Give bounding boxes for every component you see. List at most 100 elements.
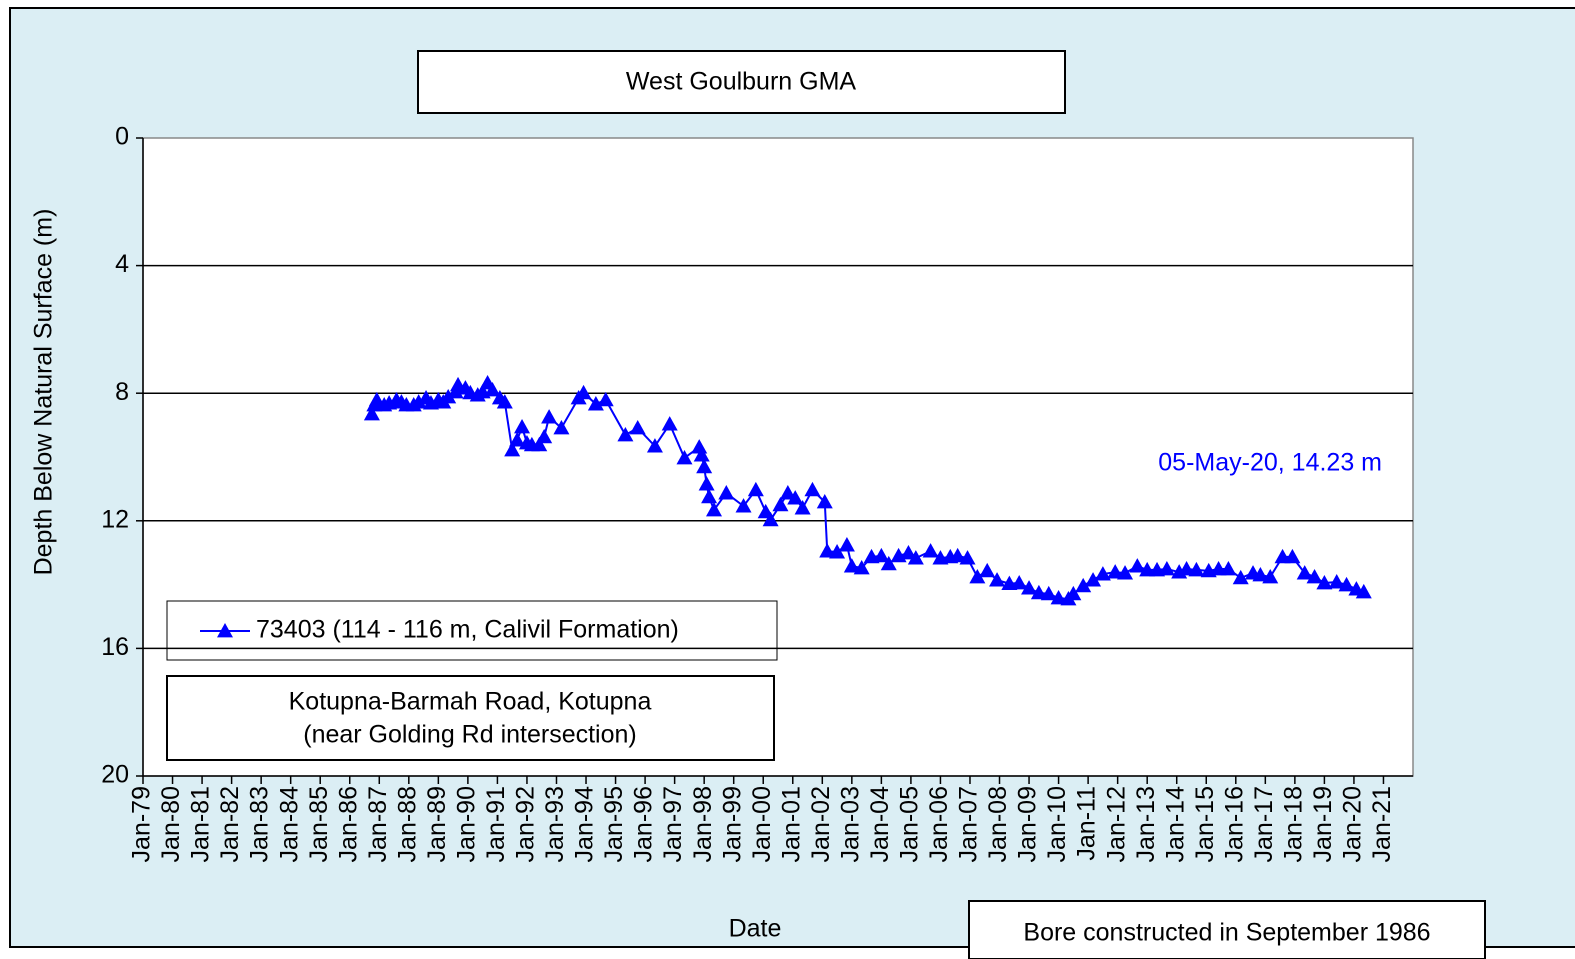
data-point (1011, 575, 1028, 590)
data-point (1107, 564, 1124, 579)
data-point (368, 391, 385, 407)
x-tick-label: Jan-19 (1309, 786, 1337, 862)
note-box (968, 900, 1486, 959)
data-point (1306, 568, 1323, 584)
data-point (816, 493, 833, 509)
y-tick-label: 0 (115, 123, 129, 151)
data-point (843, 558, 860, 573)
note: Bore constructed in September 1986 (1023, 919, 1430, 947)
data-point (509, 432, 526, 447)
x-tick-label: Jan-06 (925, 786, 953, 862)
x-tick-label: Jan-20 (1339, 786, 1367, 862)
y-tick-label: 20 (101, 761, 129, 789)
data-point (1178, 560, 1195, 576)
x-tick-label: Jan-01 (777, 786, 805, 862)
legend-marker (217, 623, 233, 638)
data-point (772, 496, 789, 512)
x-tick-label: Jan-03 (836, 786, 864, 862)
x-tick-label: Jan-15 (1191, 786, 1219, 862)
data-point (553, 419, 570, 435)
data-point (363, 405, 380, 421)
x-tick-label: Jan-85 (305, 786, 333, 862)
data-point (1355, 583, 1372, 599)
data-point (838, 537, 855, 552)
x-tick-label: Jan-88 (393, 786, 421, 862)
annotation: 05-May-20, 14.23 m (1158, 449, 1382, 477)
x-tick-label: Jan-04 (866, 786, 894, 863)
x-tick-label: Jan-00 (748, 786, 776, 862)
x-tick-label: Jan-84 (275, 786, 303, 863)
data-point (979, 562, 996, 578)
data-point (1075, 577, 1092, 593)
data-point (1316, 575, 1333, 590)
data-point (1030, 584, 1047, 600)
data-point (536, 428, 553, 444)
data-point (693, 447, 710, 462)
x-tick-label: Jan-98 (689, 786, 717, 862)
x-tick-label: Jan-94 (571, 786, 599, 863)
y-tick-label: 4 (115, 250, 129, 278)
data-point (1129, 558, 1146, 573)
data-point (531, 436, 548, 452)
x-tick-label: Jan-21 (1368, 786, 1396, 862)
data-point (698, 476, 715, 491)
data-point (949, 547, 966, 563)
chart-title: West Goulburn GMA (626, 68, 857, 96)
y-tick-label: 12 (101, 505, 129, 533)
data-point (587, 396, 604, 411)
data-point (1188, 561, 1205, 577)
x-tick-label: Jan-12 (1102, 786, 1130, 862)
data-point (718, 485, 735, 500)
data-point (701, 488, 718, 504)
data-point (629, 419, 646, 435)
data-point (1085, 572, 1102, 587)
data-point (575, 384, 592, 400)
x-tick-label: Jan-16 (1220, 786, 1248, 862)
data-point (1050, 589, 1067, 605)
data-point (779, 485, 796, 500)
x-tick-label: Jan-07 (955, 786, 983, 862)
data-point (787, 490, 804, 505)
location-box (166, 675, 775, 761)
y-axis-label: Depth Below Natural Surface (m) (30, 209, 58, 576)
data-point (617, 426, 634, 442)
data-point (541, 409, 558, 424)
x-tick-label: Jan-09 (1014, 786, 1042, 862)
data-point (735, 498, 752, 513)
x-tick-label: Jan-96 (630, 786, 658, 862)
data-point (819, 543, 836, 558)
x-tick-label: Jan-83 (246, 786, 274, 862)
data-point (1117, 565, 1134, 580)
data-point (1284, 548, 1301, 564)
data-point (1065, 585, 1082, 601)
title-box (417, 50, 1066, 114)
data-point (969, 568, 986, 584)
data-point (873, 547, 890, 563)
data-point (1040, 585, 1057, 601)
data-point (1021, 580, 1038, 595)
data-point (1158, 560, 1175, 576)
x-tick-label: Jan-97 (659, 786, 687, 862)
x-tick-label: Jan-82 (216, 786, 244, 862)
data-point (922, 543, 939, 558)
data-point (706, 501, 723, 517)
x-tick-label: Jan-02 (807, 786, 835, 862)
x-tick-label: Jan-17 (1250, 786, 1278, 862)
legend-label: 73403 (114 - 116 m, Calivil Formation) (256, 616, 679, 644)
data-point (440, 389, 457, 404)
data-point (661, 416, 678, 431)
data-point (853, 560, 870, 575)
plot-area (142, 137, 1414, 777)
x-tick-label: Jan-89 (423, 786, 451, 862)
x-tick-label: Jan-90 (452, 786, 480, 862)
x-tick-label: Jan-08 (984, 786, 1012, 862)
x-tick-label: Jan-95 (600, 786, 628, 862)
x-tick-label: Jan-81 (187, 786, 215, 862)
data-point (676, 449, 693, 465)
legend (166, 600, 778, 661)
x-tick-label: Jan-86 (334, 786, 362, 862)
data-point (496, 394, 513, 409)
x-tick-label: Jan-87 (364, 786, 392, 862)
x-tick-label: Jan-91 (482, 786, 510, 862)
